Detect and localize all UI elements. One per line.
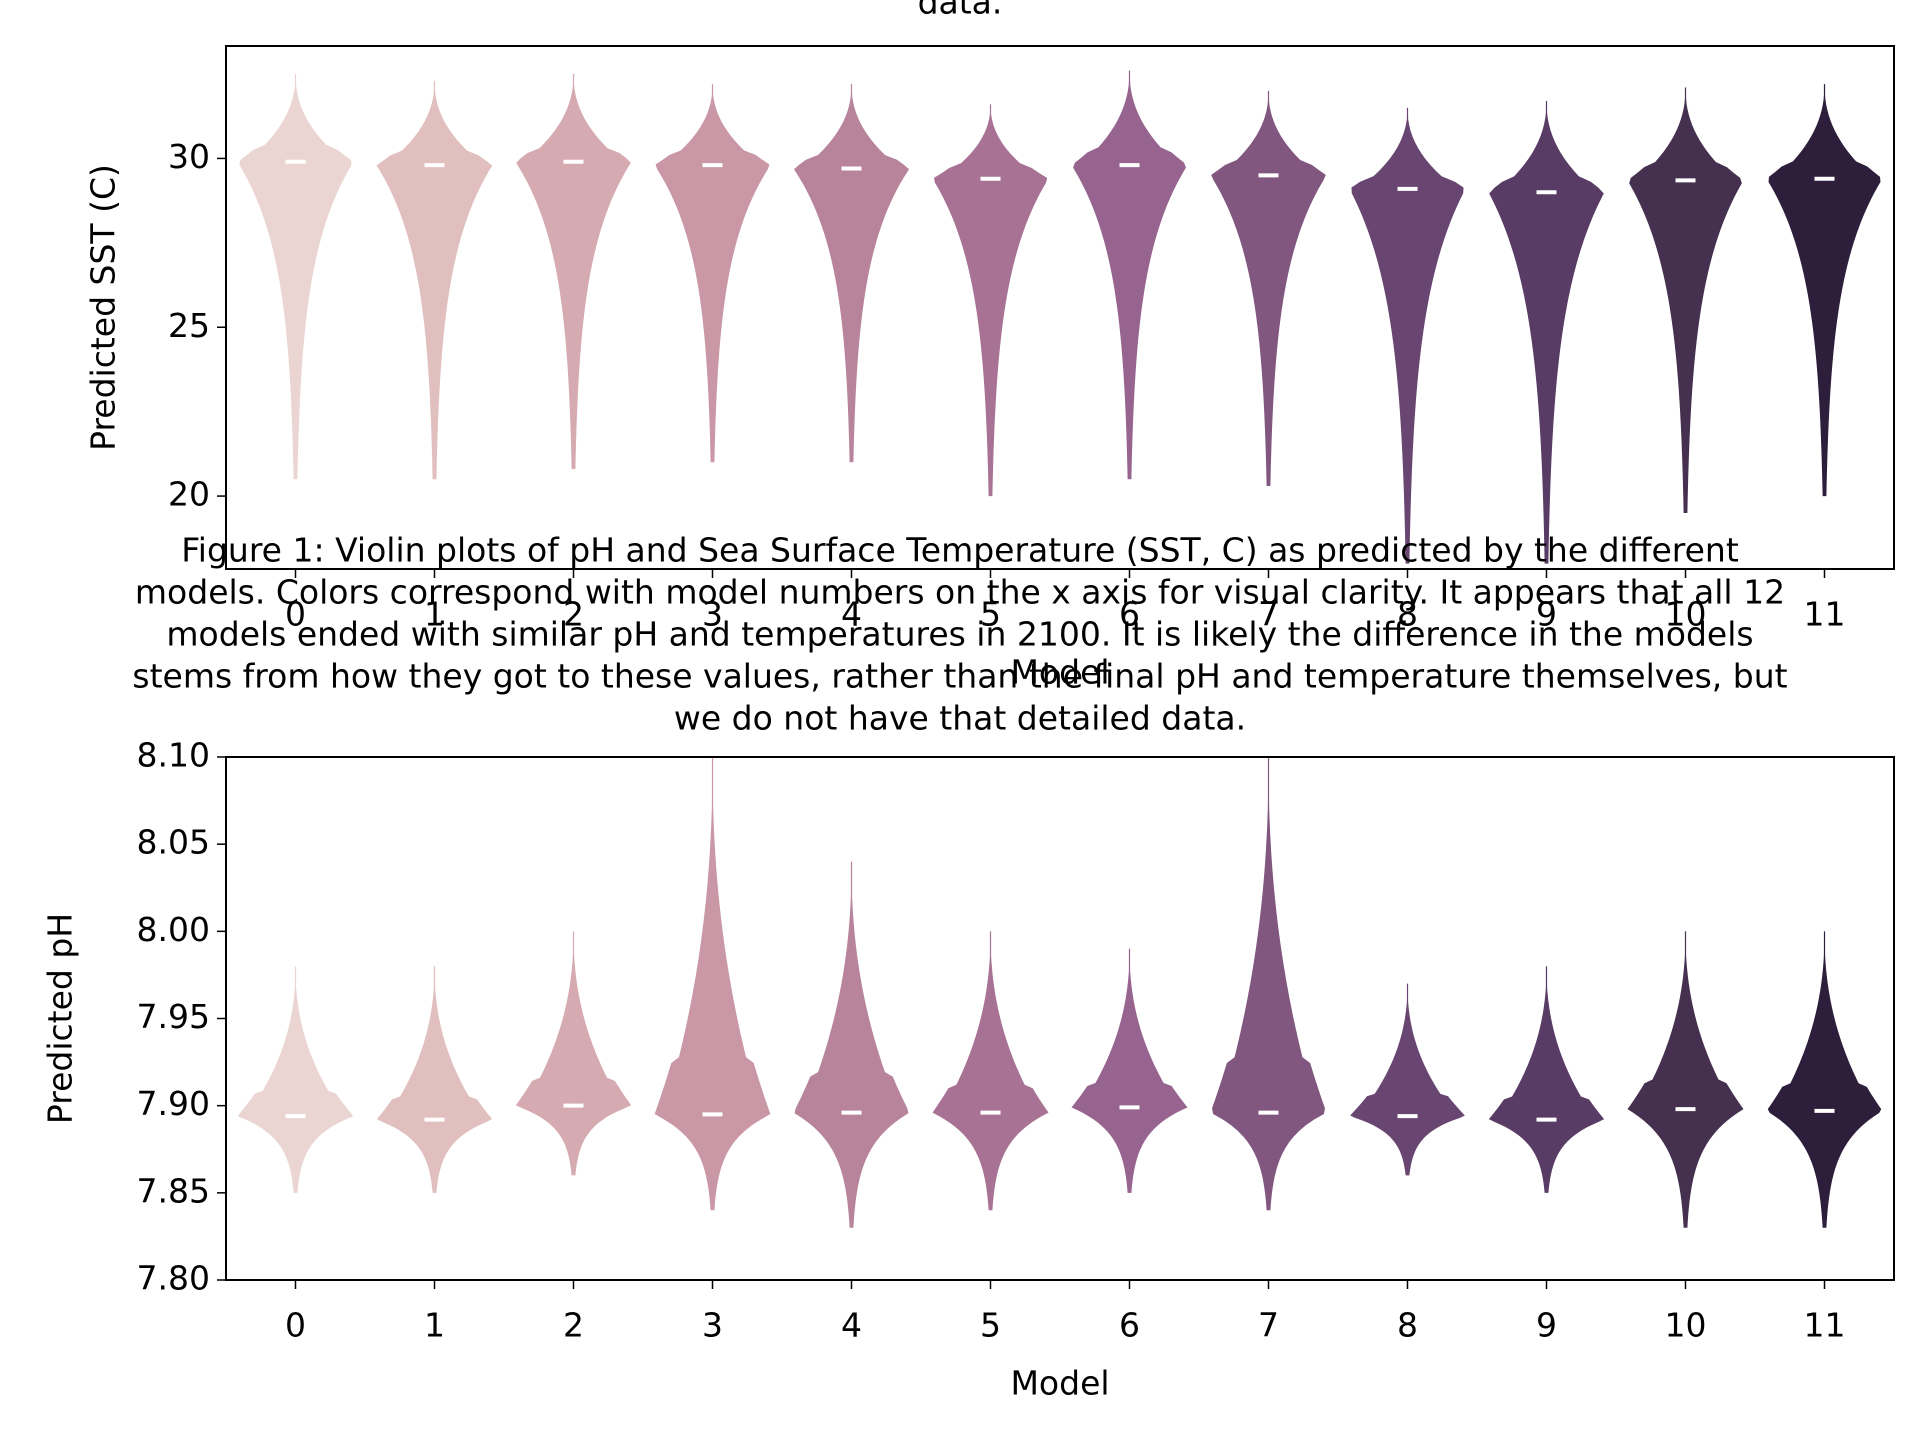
caption-line: we do not have that detailed data. [674, 699, 1246, 738]
y-axis-label: Predicted SST (C) [84, 164, 123, 451]
violin [239, 74, 352, 480]
x-tick-label: 5 [980, 1306, 1001, 1345]
violin [1629, 87, 1742, 513]
violin [932, 931, 1049, 1211]
violin [793, 84, 910, 463]
violin [238, 966, 353, 1193]
violin [516, 74, 631, 470]
y-tick-label: 7.85 [137, 1171, 210, 1210]
x-tick-label: 6 [1119, 595, 1140, 634]
x-tick-label: 4 [841, 595, 862, 634]
x-tick-label: 9 [1536, 595, 1557, 634]
x-tick-label: 2 [563, 595, 584, 634]
violin [1627, 931, 1744, 1228]
y-tick-label: 25 [168, 306, 210, 345]
x-tick-label: 0 [285, 1306, 306, 1345]
x-tick-label: 5 [980, 595, 1001, 634]
violin [1489, 101, 1604, 564]
violin [1488, 966, 1605, 1193]
violin [655, 84, 770, 463]
x-tick-label: 7 [1258, 1306, 1279, 1345]
x-tick-label: 8 [1397, 595, 1418, 634]
y-tick-label: 8.00 [137, 910, 210, 949]
caption-fragment: data. [918, 0, 1003, 22]
y-tick-label: 7.80 [137, 1259, 210, 1298]
x-tick-label: 1 [424, 1306, 445, 1345]
caption-line: models. Colors correspond with model num… [135, 573, 1785, 612]
x-tick-label: 6 [1119, 1306, 1140, 1345]
y-tick-label: 20 [168, 475, 210, 514]
violin [1211, 90, 1326, 486]
violin [1073, 70, 1186, 480]
axes-frame [225, 45, 1895, 570]
x-tick-label: 10 [1665, 1306, 1707, 1345]
x-axis-label: Model [1010, 1364, 1109, 1403]
x-tick-label: 2 [563, 1306, 584, 1345]
x-tick-label: 7 [1258, 595, 1279, 634]
x-tick-label: 3 [702, 595, 723, 634]
violin [1351, 107, 1464, 564]
x-tick-label: 11 [1804, 595, 1846, 634]
violin [376, 966, 493, 1193]
x-tick-label: 8 [1397, 1306, 1418, 1345]
violin [794, 861, 909, 1228]
x-tick-label: 4 [841, 1306, 862, 1345]
violin [933, 104, 1048, 497]
x-tick-label: 3 [702, 1306, 723, 1345]
x-tick-label: 10 [1665, 595, 1707, 634]
x-axis-label: Model [1010, 653, 1109, 692]
violin [1212, 757, 1325, 1211]
y-tick-label: 7.95 [137, 997, 210, 1036]
violin [515, 931, 632, 1176]
axes-frame [225, 756, 1895, 1281]
y-tick-label: 8.10 [137, 736, 210, 775]
x-tick-label: 11 [1804, 1306, 1846, 1345]
violin [654, 757, 771, 1211]
violin [1071, 948, 1188, 1193]
y-tick-label: 8.05 [137, 823, 210, 862]
violin [1768, 84, 1881, 497]
x-tick-label: 1 [424, 595, 445, 634]
violin [376, 80, 493, 480]
violin [1767, 931, 1882, 1228]
x-tick-label: 9 [1536, 1306, 1557, 1345]
caption-line: Figure 1: Violin plots of pH and Sea Sur… [181, 531, 1739, 570]
violin [1350, 983, 1465, 1176]
y-tick-label: 30 [168, 137, 210, 176]
y-axis-label: Predicted pH [41, 913, 80, 1124]
x-tick-label: 0 [285, 595, 306, 634]
y-tick-label: 7.90 [137, 1084, 210, 1123]
caption-line: stems from how they got to these values,… [132, 657, 1787, 696]
caption-line: models ended with similar pH and tempera… [166, 615, 1753, 654]
